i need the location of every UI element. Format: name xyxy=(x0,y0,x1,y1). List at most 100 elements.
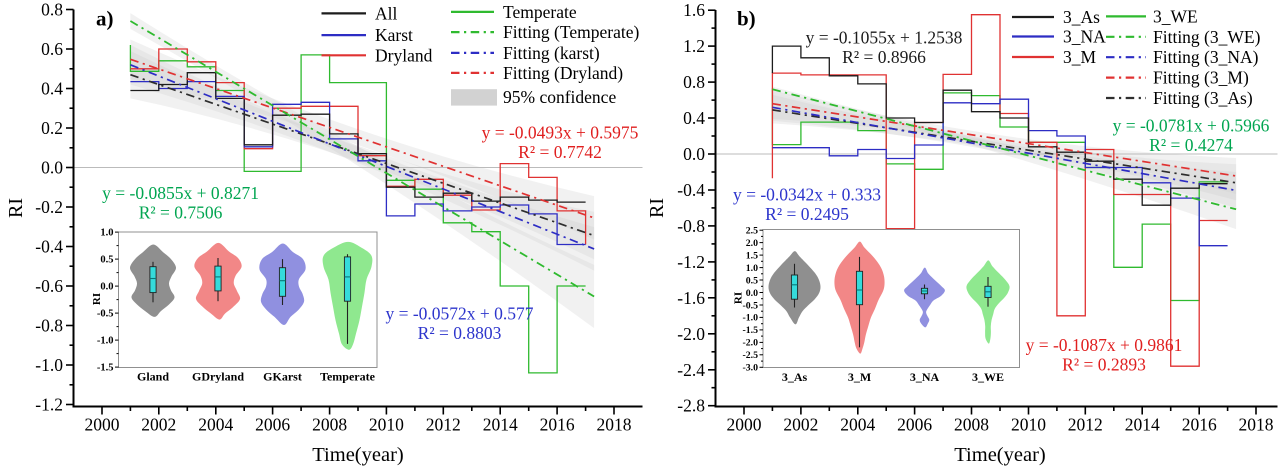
svg-text:1.0: 1.0 xyxy=(100,228,113,239)
svg-text:y = -0.0781x + 0.5966: y = -0.0781x + 0.5966 xyxy=(1113,116,1270,136)
svg-text:Fitting (3_M): Fitting (3_M) xyxy=(1153,68,1249,88)
svg-text:-0.8: -0.8 xyxy=(35,316,63,336)
svg-text:2010: 2010 xyxy=(1011,415,1046,435)
svg-text:-2.5: -2.5 xyxy=(742,350,758,361)
svg-text:2014: 2014 xyxy=(483,415,518,435)
svg-text:-1.2: -1.2 xyxy=(677,252,705,272)
svg-text:2012: 2012 xyxy=(1068,415,1103,435)
svg-text:-1.0: -1.0 xyxy=(97,336,114,347)
svg-text:2016: 2016 xyxy=(1182,415,1217,435)
svg-text:-0.4: -0.4 xyxy=(677,180,705,200)
svg-text:2010: 2010 xyxy=(369,415,404,435)
svg-text:y = -0.0493x + 0.5975: y = -0.0493x + 0.5975 xyxy=(482,123,639,143)
svg-text:Fitting (Dryland): Fitting (Dryland) xyxy=(503,63,623,83)
svg-text:0.4: 0.4 xyxy=(683,108,705,128)
svg-text:R² = 0.7742: R² = 0.7742 xyxy=(518,142,602,162)
svg-text:b): b) xyxy=(737,7,756,31)
svg-text:Gland: Gland xyxy=(137,370,169,384)
svg-text:Fitting (3_As): Fitting (3_As) xyxy=(1153,88,1253,108)
svg-text:-1.5: -1.5 xyxy=(742,325,758,336)
svg-text:95% confidence: 95% confidence xyxy=(503,87,616,107)
svg-text:RI: RI xyxy=(91,293,103,305)
svg-text:2000: 2000 xyxy=(727,415,762,435)
svg-text:3_NA: 3_NA xyxy=(1063,27,1106,47)
svg-text:RI: RI xyxy=(733,292,745,304)
svg-text:-3.0: -3.0 xyxy=(742,363,758,374)
svg-text:Time(year): Time(year) xyxy=(312,444,403,466)
svg-text:2016: 2016 xyxy=(540,415,575,435)
svg-text:2004: 2004 xyxy=(840,415,875,435)
svg-text:Dryland: Dryland xyxy=(375,45,433,65)
svg-text:0.2: 0.2 xyxy=(41,118,63,138)
svg-text:-0.2: -0.2 xyxy=(35,197,63,217)
svg-text:y = -0.1055x + 1.2538: y = -0.1055x + 1.2538 xyxy=(806,28,963,48)
svg-text:R² = 0.4274: R² = 0.4274 xyxy=(1149,135,1233,155)
svg-text:2008: 2008 xyxy=(312,415,347,435)
svg-text:1.2: 1.2 xyxy=(683,36,705,56)
svg-text:-2.0: -2.0 xyxy=(742,338,758,349)
svg-text:y = -0.1087x + 0.9861: y = -0.1087x + 0.9861 xyxy=(1026,335,1183,355)
svg-text:2004: 2004 xyxy=(198,415,233,435)
svg-text:R² = 0.8966: R² = 0.8966 xyxy=(842,47,926,67)
svg-text:y = -0.0342x + 0.333: y = -0.0342x + 0.333 xyxy=(733,185,881,205)
svg-text:3_As: 3_As xyxy=(1063,7,1100,27)
svg-text:0.6: 0.6 xyxy=(41,39,63,59)
svg-text:0.8: 0.8 xyxy=(41,0,63,20)
svg-text:-2.4: -2.4 xyxy=(677,360,705,380)
svg-text:Fitting (karst): Fitting (karst) xyxy=(503,43,600,63)
svg-text:Fitting (3_NA): Fitting (3_NA) xyxy=(1153,47,1259,67)
svg-text:3_As: 3_As xyxy=(782,370,808,384)
svg-text:y = -0.0572x + 0.577: y = -0.0572x + 0.577 xyxy=(385,304,533,324)
svg-text:0.0: 0.0 xyxy=(100,282,113,293)
svg-text:1.0: 1.0 xyxy=(746,263,758,274)
svg-text:3_WE: 3_WE xyxy=(972,370,1004,384)
svg-text:2006: 2006 xyxy=(897,415,932,435)
svg-text:R² = 0.8803: R² = 0.8803 xyxy=(418,323,502,343)
svg-text:-1.6: -1.6 xyxy=(677,288,705,308)
svg-text:0.0: 0.0 xyxy=(683,144,705,164)
svg-text:R² = 0.2893: R² = 0.2893 xyxy=(1062,354,1146,374)
svg-text:R² = 0.7506: R² = 0.7506 xyxy=(139,202,223,222)
svg-text:-1.0: -1.0 xyxy=(35,355,63,375)
svg-text:3_NA: 3_NA xyxy=(910,370,940,384)
svg-text:Temperate: Temperate xyxy=(320,370,376,384)
svg-text:GDryland: GDryland xyxy=(192,370,244,384)
svg-text:All: All xyxy=(375,3,398,23)
svg-text:-1.0: -1.0 xyxy=(742,313,758,324)
svg-text:2002: 2002 xyxy=(141,415,176,435)
svg-text:y = -0.0855x + 0.8271: y = -0.0855x + 0.8271 xyxy=(102,183,259,203)
svg-text:GKarst: GKarst xyxy=(263,370,302,384)
svg-text:2018: 2018 xyxy=(1239,415,1274,435)
svg-text:-0.4: -0.4 xyxy=(35,237,63,257)
svg-text:-1.5: -1.5 xyxy=(97,363,114,374)
svg-text:RI: RI xyxy=(646,198,668,218)
svg-text:a): a) xyxy=(96,7,114,31)
svg-text:2018: 2018 xyxy=(597,415,632,435)
svg-text:2014: 2014 xyxy=(1125,415,1160,435)
svg-text:-2.8: -2.8 xyxy=(677,396,705,416)
svg-text:3_M: 3_M xyxy=(1063,47,1097,67)
svg-text:Time(year): Time(year) xyxy=(954,444,1045,466)
svg-text:RI: RI xyxy=(5,198,27,218)
svg-text:2.0: 2.0 xyxy=(746,238,758,249)
svg-text:1.6: 1.6 xyxy=(683,0,705,20)
svg-text:-0.8: -0.8 xyxy=(677,216,705,236)
svg-text:Fitting (Temperate): Fitting (Temperate) xyxy=(503,22,639,42)
svg-text:3_M: 3_M xyxy=(848,370,871,384)
svg-text:-0.6: -0.6 xyxy=(35,276,63,296)
svg-text:2000: 2000 xyxy=(85,415,120,435)
svg-text:2008: 2008 xyxy=(954,415,989,435)
svg-text:0.0: 0.0 xyxy=(746,288,758,299)
svg-text:0.8: 0.8 xyxy=(683,72,705,92)
svg-text:-2.0: -2.0 xyxy=(677,324,705,344)
svg-text:-1.2: -1.2 xyxy=(35,395,63,415)
svg-text:R² = 0.2495: R² = 0.2495 xyxy=(765,204,849,224)
svg-text:2.5: 2.5 xyxy=(746,226,758,237)
svg-text:Fitting (3_WE): Fitting (3_WE) xyxy=(1153,27,1261,47)
svg-text:-0.5: -0.5 xyxy=(97,309,114,320)
svg-text:Temperate: Temperate xyxy=(503,2,577,22)
svg-text:Karst: Karst xyxy=(375,25,413,45)
svg-text:0.5: 0.5 xyxy=(746,275,758,286)
svg-text:-0.5: -0.5 xyxy=(742,300,758,311)
svg-text:2012: 2012 xyxy=(426,415,461,435)
